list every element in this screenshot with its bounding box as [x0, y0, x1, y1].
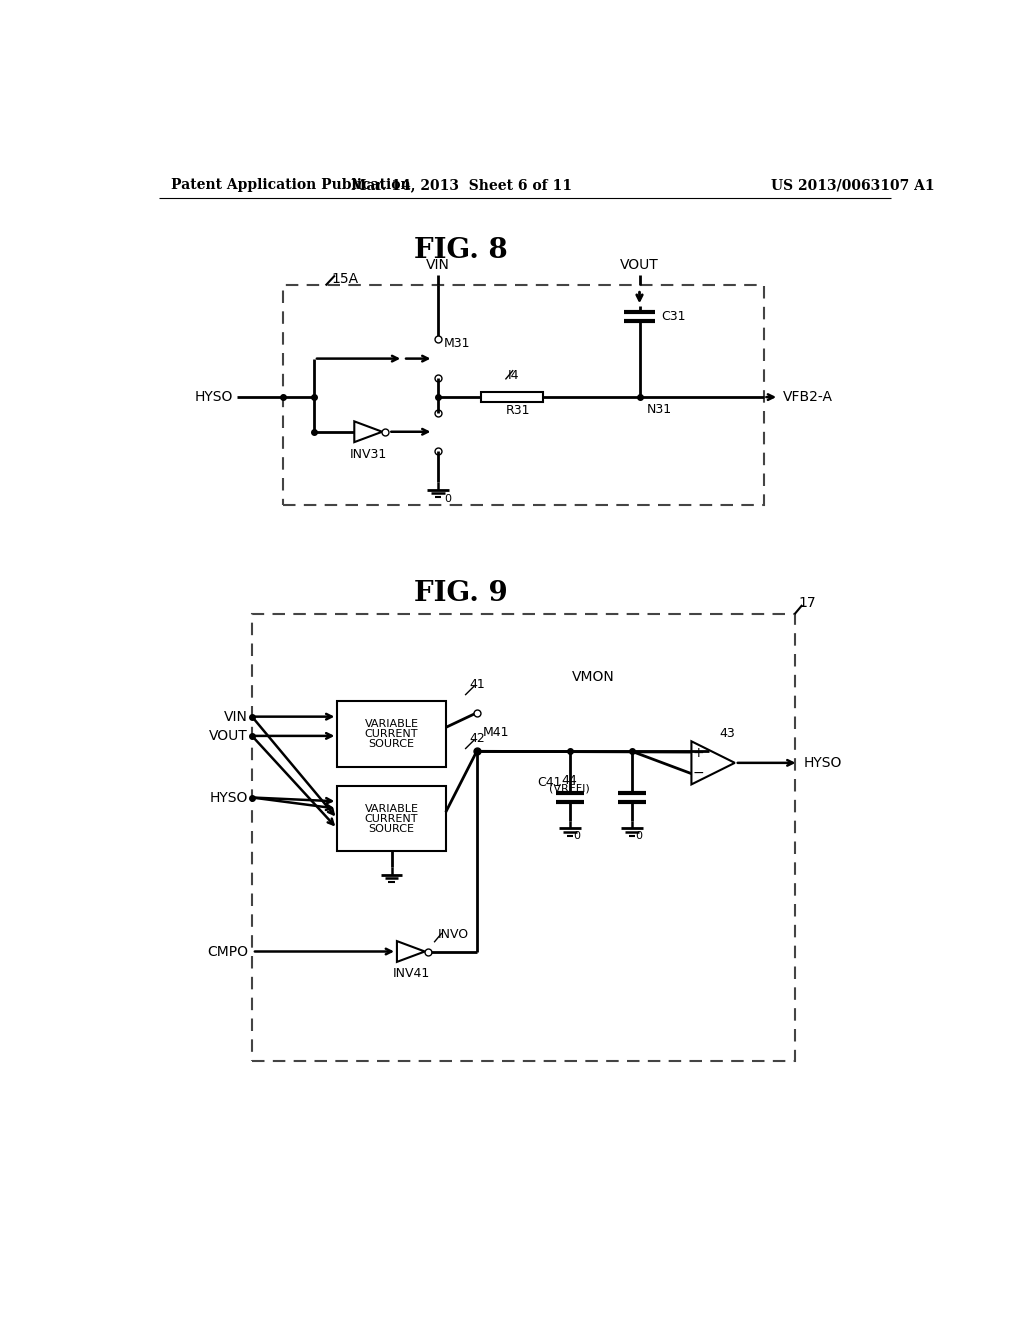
Text: 44: 44 — [562, 775, 578, 788]
Text: INV41: INV41 — [392, 966, 429, 979]
Text: VFB2-A: VFB2-A — [783, 391, 833, 404]
Text: CURRENT: CURRENT — [365, 729, 418, 739]
Text: C41: C41 — [538, 776, 562, 788]
Text: HYSO: HYSO — [804, 756, 842, 770]
Text: SOURCE: SOURCE — [369, 824, 415, 834]
Text: VMON: VMON — [571, 669, 614, 684]
Text: INVO: INVO — [438, 928, 469, 941]
Text: FIG. 8: FIG. 8 — [415, 238, 508, 264]
Bar — [283, 285, 764, 506]
Bar — [480, 392, 543, 401]
Text: VOUT: VOUT — [209, 729, 248, 743]
Text: US 2013/0063107 A1: US 2013/0063107 A1 — [771, 178, 935, 193]
Text: N31: N31 — [647, 403, 673, 416]
Text: Mar. 14, 2013  Sheet 6 of 11: Mar. 14, 2013 Sheet 6 of 11 — [351, 178, 571, 193]
Text: 0: 0 — [636, 832, 643, 841]
Bar — [252, 614, 795, 1061]
Text: C31: C31 — [662, 310, 686, 323]
Text: 0: 0 — [573, 832, 581, 841]
Text: 15A: 15A — [332, 272, 359, 286]
Text: VIN: VIN — [426, 257, 450, 272]
Text: CURRENT: CURRENT — [365, 813, 418, 824]
Text: HYSO: HYSO — [195, 391, 232, 404]
Text: FIG. 9: FIG. 9 — [415, 579, 508, 607]
Text: 42: 42 — [469, 733, 484, 744]
Text: VARIABLE: VARIABLE — [365, 804, 419, 813]
Text: CMPO: CMPO — [207, 945, 248, 958]
Text: VIN: VIN — [224, 710, 248, 723]
Text: R31: R31 — [506, 404, 530, 417]
Text: 17: 17 — [799, 597, 816, 610]
Text: (VREFI): (VREFI) — [549, 784, 590, 793]
Text: 41: 41 — [469, 678, 484, 692]
Text: M41: M41 — [483, 726, 510, 739]
Text: +: + — [692, 746, 705, 760]
Text: M31: M31 — [444, 337, 471, 350]
Bar — [337, 701, 445, 767]
Text: I4: I4 — [508, 370, 519, 381]
Text: VOUT: VOUT — [621, 257, 658, 272]
Text: −: − — [692, 766, 705, 780]
Text: SOURCE: SOURCE — [369, 739, 415, 748]
Text: HYSO: HYSO — [210, 791, 248, 804]
Text: VARIABLE: VARIABLE — [365, 719, 419, 729]
Text: 43: 43 — [719, 727, 735, 741]
Text: Patent Application Publication: Patent Application Publication — [171, 178, 411, 193]
Text: INV31: INV31 — [349, 449, 387, 462]
Bar — [337, 785, 445, 851]
Text: 0: 0 — [444, 494, 452, 504]
